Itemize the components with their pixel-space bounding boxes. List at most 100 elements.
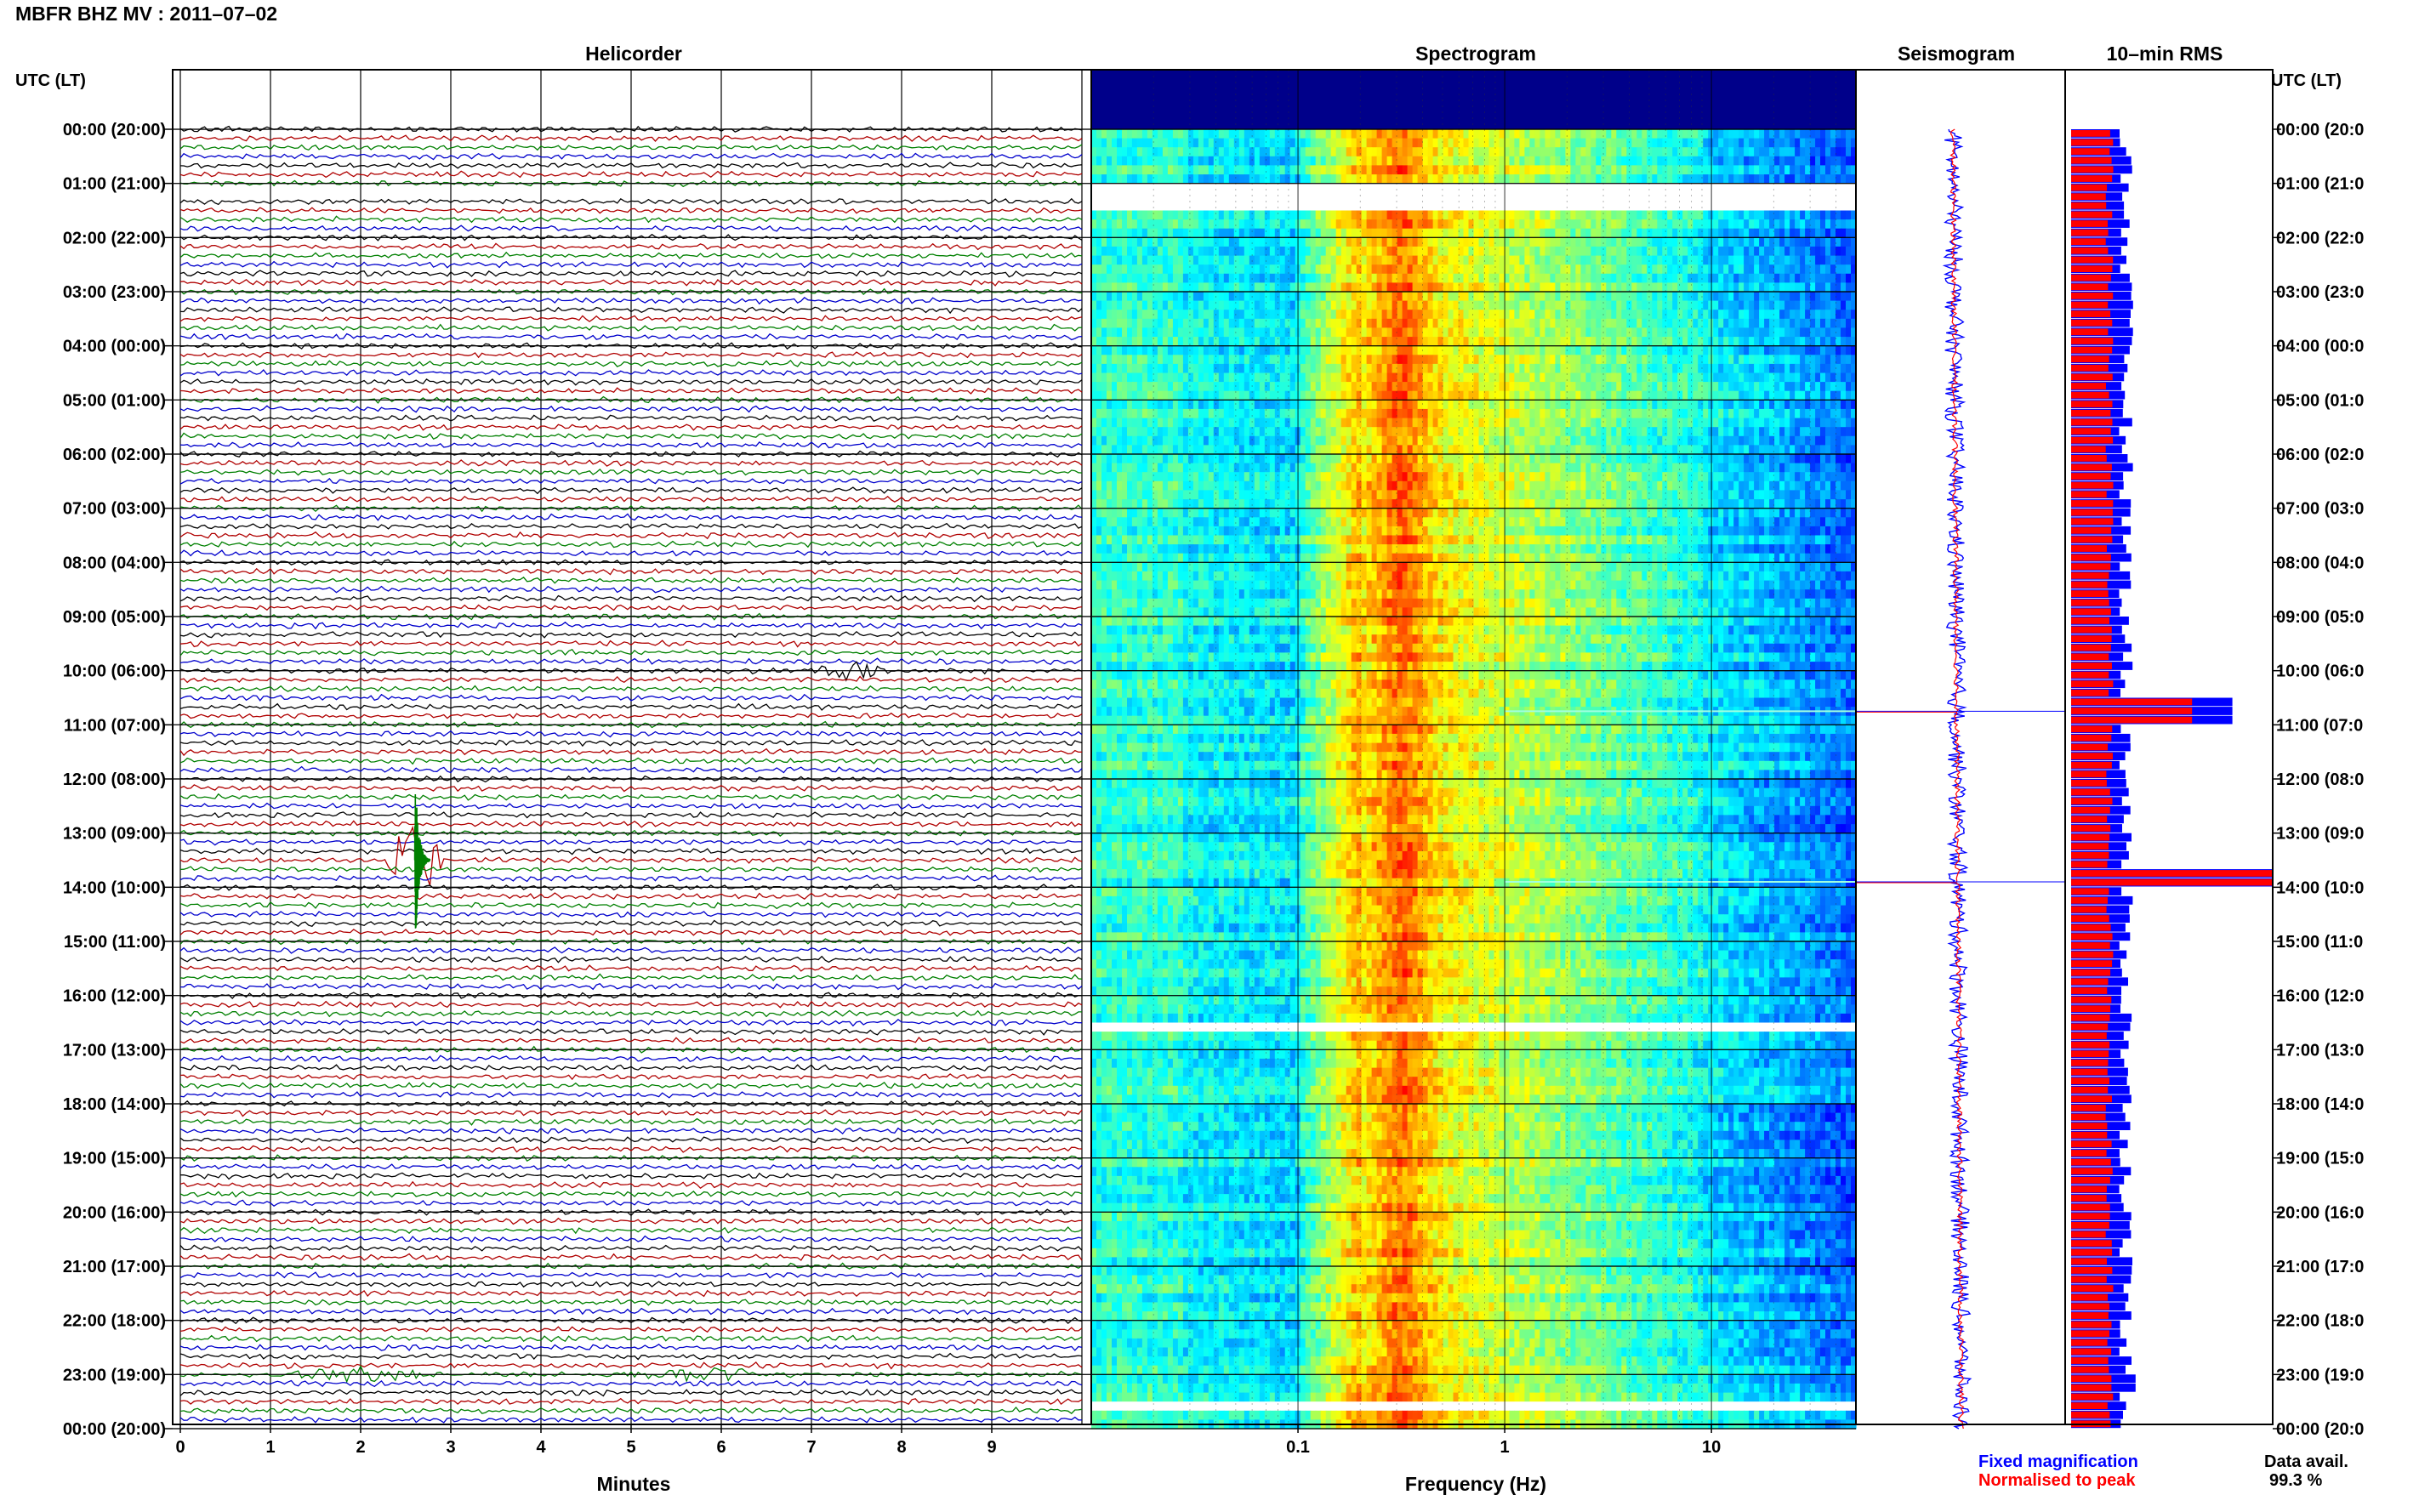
spectrogram-cell [1320,400,1327,410]
spectrogram-cell [1402,337,1409,347]
spectrogram-cell [1468,228,1475,238]
spectrogram-cell [1652,400,1658,410]
spectrogram-cell [1825,400,1831,410]
spectrogram-cell [1728,337,1734,347]
spectrogram-cell [1233,445,1240,455]
spectrogram-cell [1810,363,1816,374]
spectrogram-cell [1122,129,1128,139]
spectrogram-cell [1529,318,1535,328]
spectrogram-cell [1279,427,1286,437]
spectrogram-cell [1407,165,1414,175]
spectrogram-cell [1289,255,1296,265]
spectrogram-cell [1269,427,1276,437]
spectrogram-cell [1591,147,1597,157]
spectrogram-cell [1392,219,1398,230]
spectrogram-cell [1682,282,1688,293]
spectrogram-cell [1677,310,1683,320]
spectrogram-cell [1494,300,1500,310]
spectrogram-cell [1473,427,1480,437]
spectrogram-cell [1774,355,1780,365]
spectrogram-cell [1335,292,1342,302]
spectrogram-cell [1417,382,1424,392]
spectrogram-cell [1279,382,1286,392]
spectrogram-cell [1371,435,1378,446]
spectrogram-cell [1244,273,1250,283]
spectrogram-cell [1565,435,1571,446]
spectrogram-cell [1759,165,1765,175]
spectrogram-cell [1677,282,1683,293]
spectrogram-cell [1846,255,1852,265]
spectrogram-cell [1407,318,1414,328]
spectrogram-cell [1330,264,1337,275]
spectrogram-cell [1172,435,1179,446]
spectrogram-cell [1412,400,1419,410]
spectrogram-cell [1356,408,1363,419]
spectrogram-cell [1672,129,1678,139]
spectrogram-cell [1540,165,1545,175]
spectrogram-cell [1096,310,1102,320]
spectrogram-cell [1392,382,1398,392]
spectrogram-cell [1361,408,1368,419]
spectrogram-cell [1524,129,1530,139]
spectrogram-cell [1361,345,1368,355]
spectrogram-cell [1112,418,1118,428]
spectrogram-cell [1407,219,1414,230]
spectrogram-cell [1820,382,1826,392]
spectrogram-cell [1662,264,1668,275]
spectrogram-cell [1733,174,1739,185]
spectrogram-cell [1167,219,1174,230]
spectrogram-cell [1616,300,1622,310]
spectrogram-cell [1825,318,1831,328]
spectrogram-cell [1606,174,1612,185]
spectrogram-cell [1540,174,1545,185]
spectrogram-cell [1310,400,1317,410]
spectrogram-cell [1851,210,1857,220]
spectrogram-cell [1152,300,1158,310]
spectrogram-cell [1779,345,1785,355]
spectrogram-cell [1335,372,1342,383]
spectrogram-cell [1688,427,1693,437]
spectrogram-cell [1371,228,1378,238]
spectrogram-cell [1407,435,1414,446]
spectrogram-cell [1192,219,1199,230]
spectrogram-cell [1397,147,1403,157]
spectrogram-cell [1642,318,1648,328]
spectrogram-cell [1448,147,1454,157]
spectrogram-cell [1764,310,1770,320]
spectrogram-cell [1254,174,1261,185]
spectrogram-cell [1647,418,1653,428]
spectrogram-cell [1361,390,1368,401]
spectrogram-cell [1117,174,1123,185]
spectrogram-cell [1187,318,1194,328]
spectrogram-cell [1733,282,1739,293]
spectrogram-cell [1677,246,1683,257]
spectrogram-cell [1728,355,1734,365]
spectrogram-cell [1713,237,1719,247]
spectrogram-cell [1198,337,1204,347]
spectrogram-cell [1136,156,1143,166]
spectrogram-cell [1218,345,1225,355]
spectrogram-cell [1458,408,1465,419]
spectrogram-cell [1744,345,1750,355]
spectrogram-cell [1096,237,1102,247]
spectrogram-cell [1458,435,1465,446]
spectrogram-cell [1606,147,1612,157]
spectrogram-cell [1682,147,1688,157]
spectrogram-cell [1330,165,1337,175]
spectrogram-cell [1157,445,1164,455]
spectrogram-cell [1841,345,1847,355]
spectrogram-cell [1330,292,1337,302]
spectrogram-cell [1810,138,1816,148]
spectrogram-cell [1249,300,1255,310]
spectrogram-cell [1769,246,1775,257]
spectrogram-cell [1473,400,1480,410]
spectrogram-cell [1677,400,1683,410]
spectrogram-cell [1305,418,1312,428]
spectrogram-cell [1795,300,1801,310]
spectrogram-cell [1101,372,1107,383]
spectrogram-cell [1091,210,1097,220]
spectrogram-cell [1192,264,1199,275]
spectrogram-cell [1529,219,1535,230]
spectrogram-cell [1448,400,1454,410]
spectrogram-cell [1107,337,1113,347]
